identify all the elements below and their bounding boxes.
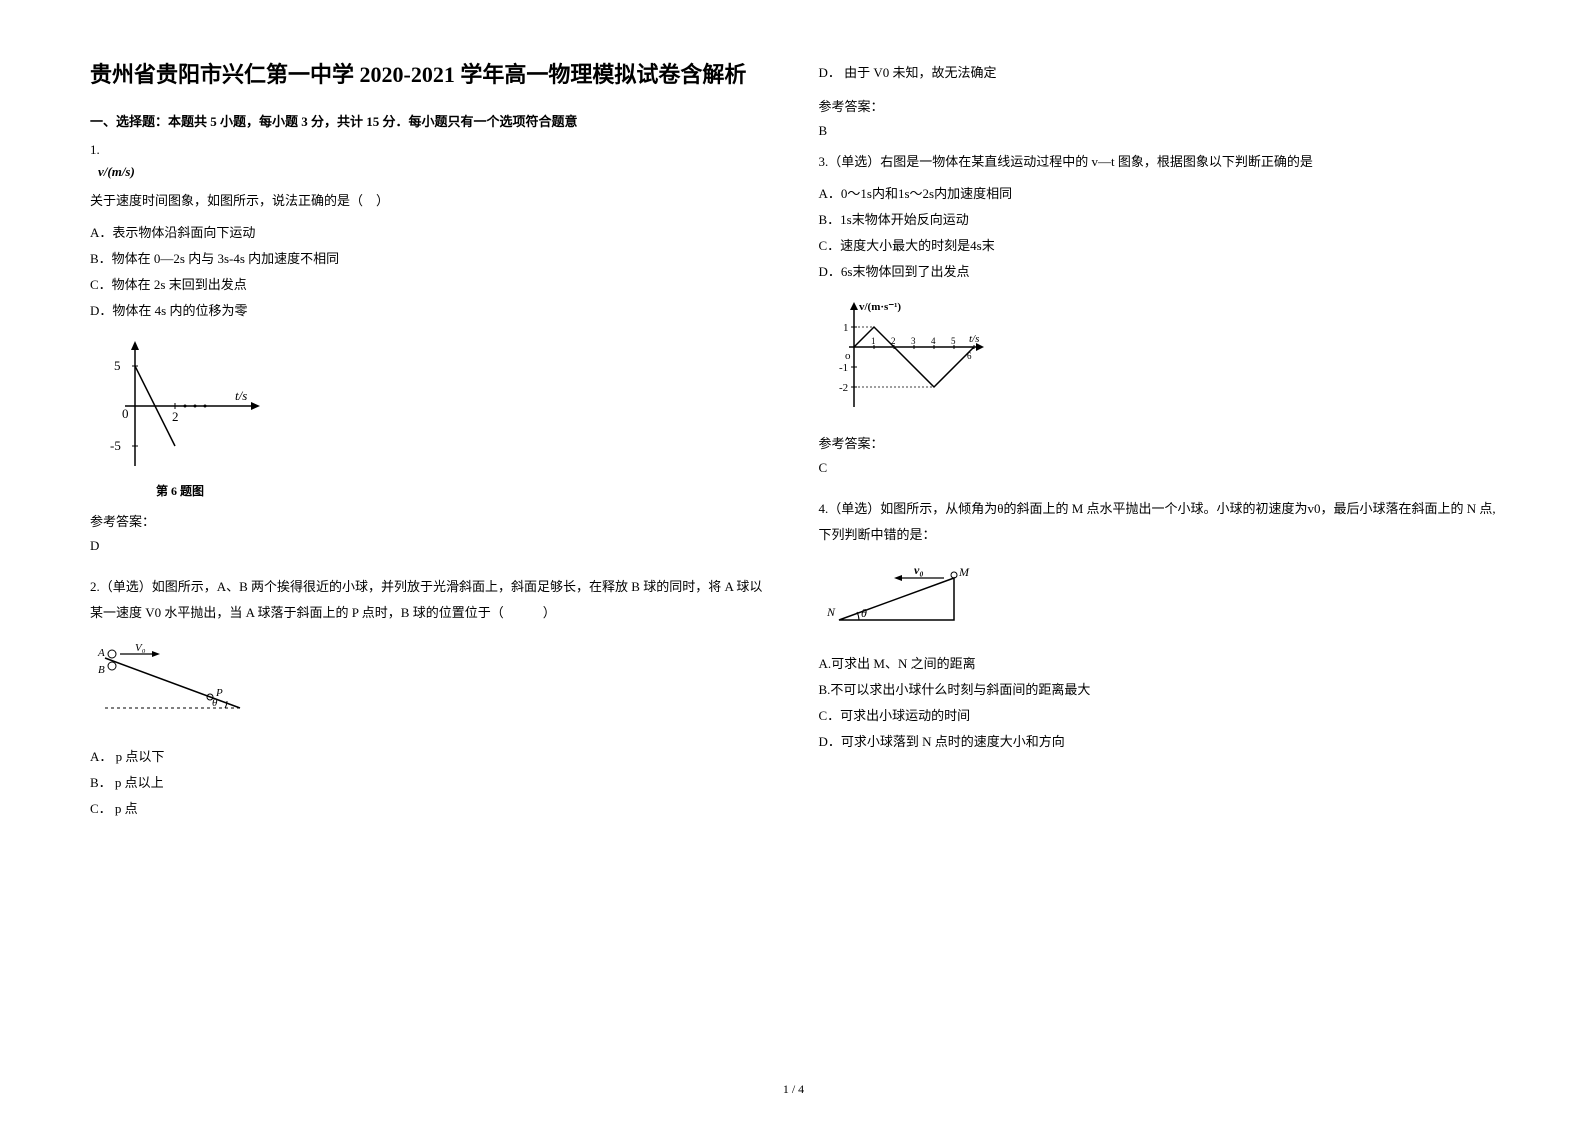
q1-fig-xtick: 2 <box>172 409 179 424</box>
doc-title: 贵州省贵阳市兴仁第一中学 2020-2021 学年高一物理模拟试卷含解析 <box>90 60 769 91</box>
q3-optC: C．速度大小最大的时刻是4s末 <box>819 233 1498 259</box>
q2-answer: B <box>819 123 1498 139</box>
q3-x5: 5 <box>951 336 956 346</box>
q3-x4: 4 <box>931 336 936 346</box>
q4-optD: D．可求小球落到 N 点时的速度大小和方向 <box>819 729 1498 755</box>
q2-incline-diagram: A B V₀ P θ <box>90 638 260 728</box>
q3-optB: B．1s末物体开始反向运动 <box>819 207 1498 233</box>
q3-x6: 6 <box>967 351 972 361</box>
q1-figure: 5 0 -5 2 t/s 第 6 题图 <box>90 336 769 499</box>
q1-optD: D．物体在 4s 内的位移为零 <box>90 298 769 324</box>
question-1: 1. v/(m/s) 关于速度时间图象，如图所示，说法正确的是（ ） A．表示物… <box>90 142 769 564</box>
q3-x3: 3 <box>911 336 916 346</box>
q3-ym1: -1 <box>839 362 848 374</box>
q3-answer-header: 参考答案： <box>819 433 1498 452</box>
q2-labelB: B <box>98 664 105 676</box>
q4-optC: C．可求出小球运动的时间 <box>819 703 1498 729</box>
q4-optA: A.可求出 M、N 之间的距离 <box>819 651 1498 677</box>
q2-answer-header: 参考答案： <box>819 96 1498 115</box>
q3-ym2: -2 <box>839 382 848 394</box>
q4-optB: B.不可以求出小球什么时刻与斜面间的距离最大 <box>819 677 1498 703</box>
section-header: 一、选择题：本题共 5 小题，每小题 3 分，共计 15 分．每小题只有一个选项… <box>90 111 769 130</box>
q1-fig-origin: 0 <box>122 406 129 421</box>
q2-figure: A B V₀ P θ <box>90 638 769 732</box>
q2-optA: A． p 点以下 <box>90 744 769 770</box>
q3-ylabel: v/(m·s⁻¹) <box>859 301 901 313</box>
q3-text: 3.（单选）右图是一物体在某直线运动过程中的 v―t 图象，根据图象以下判断正确… <box>819 149 1498 175</box>
q1-number: 1. <box>90 142 769 158</box>
q2-text: 2.（单选）如图所示，A、B 两个挨得很近的小球，并列放于光滑斜面上，斜面足够长… <box>90 574 769 626</box>
q3-figure: v/(m·s⁻¹) t/s 1 -1 -2 o 1 2 3 4 5 6 <box>819 297 1498 421</box>
q1-optC: C．物体在 2s 末回到出发点 <box>90 272 769 298</box>
q4-labelM: M <box>958 565 970 579</box>
q3-optD: D．6s末物体回到了出发点 <box>819 259 1498 285</box>
q1-optB: B．物体在 0―2s 内与 3s-4s 内加速度不相同 <box>90 246 769 272</box>
q1-vt-graph: 5 0 -5 2 t/s <box>90 336 270 476</box>
q4-labelN: N <box>826 605 836 619</box>
q3-x1: 1 <box>871 336 876 346</box>
q1-fig-caption: 第 6 题图 <box>90 482 270 499</box>
q1-fig-ytop: 5 <box>114 358 121 373</box>
q3-vt-graph: v/(m·s⁻¹) t/s 1 -1 -2 o 1 2 3 4 5 6 <box>819 297 989 417</box>
q4-incline-diagram: M N v₀ θ <box>819 560 979 635</box>
q2-labelA: A <box>97 647 105 659</box>
q1-answer-header: 参考答案： <box>90 511 769 530</box>
q3-optA: A．0～1s内和1s～2s内加速度相同 <box>819 181 1498 207</box>
q2-labelV: V₀ <box>135 642 146 654</box>
q1-fig-ybot: -5 <box>110 438 121 453</box>
q4-text: 4.（单选）如图所示，从倾角为θ的斜面上的 M 点水平抛出一个小球。小球的初速度… <box>819 496 1498 548</box>
q2-labelTheta: θ <box>212 697 218 709</box>
q4-labelV: v₀ <box>914 563 924 577</box>
q1-fig-xlabel: t/s <box>235 388 247 403</box>
q1-text: 关于速度时间图象，如图所示，说法正确的是（ ） <box>90 188 769 214</box>
q3-x2: 2 <box>891 336 896 346</box>
q2-optC: C． p 点 <box>90 796 769 822</box>
q1-optA: A．表示物体沿斜面向下运动 <box>90 220 769 246</box>
question-3: 3.（单选）右图是一物体在某直线运动过程中的 v―t 图象，根据图象以下判断正确… <box>819 149 1498 486</box>
q3-answer: C <box>819 460 1498 476</box>
question-2: 2.（单选）如图所示，A、B 两个挨得很近的小球，并列放于光滑斜面上，斜面足够长… <box>90 574 769 822</box>
q1-axis-label: v/(m/s) <box>90 164 769 180</box>
q2-optD: D． 由于 V0 未知，故无法确定 <box>819 60 1498 86</box>
q4-labelTheta: θ <box>861 606 867 620</box>
q3-xlabel: t/s <box>969 333 979 345</box>
q1-answer: D <box>90 538 769 554</box>
q4-figure: M N v₀ θ <box>819 560 1498 639</box>
q2-optB: B． p 点以上 <box>90 770 769 796</box>
question-4: 4.（单选）如图所示，从倾角为θ的斜面上的 M 点水平抛出一个小球。小球的初速度… <box>819 496 1498 755</box>
q3-y1: 1 <box>843 322 849 334</box>
q3-origin: o <box>845 350 851 362</box>
page-footer: 1 / 4 <box>0 1082 1587 1097</box>
